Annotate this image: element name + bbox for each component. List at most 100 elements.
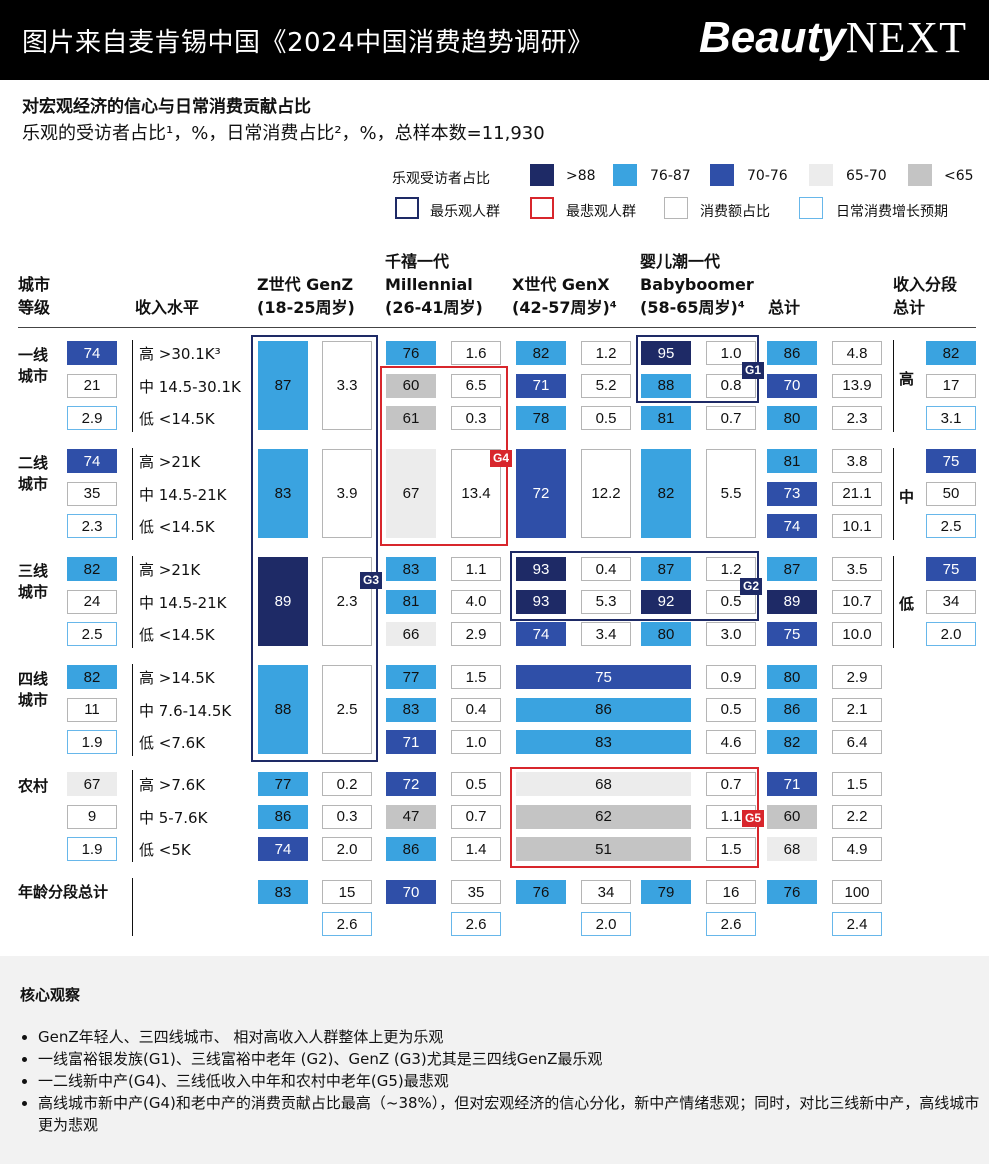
legend-bin-5: <65	[944, 168, 974, 184]
share-cell-millennial: 1.0	[451, 730, 501, 754]
share-cell-millennial: 1.4	[451, 837, 501, 861]
income-mid-separator	[893, 448, 894, 540]
optimism-cell-millennial: 86	[386, 837, 436, 861]
age-total-growth-total: 2.4	[832, 912, 882, 936]
insight-item: 一二线新中产(G4)、三线低收入中年和农村中老年(G5)最悲观	[38, 1070, 988, 1092]
brand-logo: BeautyNEXT	[699, 12, 967, 63]
tier-total-share: 11	[67, 697, 117, 722]
share-cell-millennial: 1.1	[451, 557, 501, 581]
optimism-cell-genz: 77	[258, 772, 308, 796]
income-level-label: 低 <14.5K	[139, 518, 215, 536]
optimism-cell-genx-boomer: 68	[516, 772, 691, 796]
age-total-growth-genx: 2.0	[581, 912, 631, 936]
age-total-optimism-total: 76	[767, 880, 817, 904]
optimism-cell-genz: 89	[258, 557, 308, 646]
age-total-share-millennial: 35	[451, 880, 501, 904]
income-total-mid: 50	[926, 481, 976, 506]
optimism-cell-total: 86	[767, 341, 817, 365]
tier-total-growth: 1.9	[67, 837, 117, 861]
share-cell-total: 2.2	[832, 804, 882, 829]
share-cell-genx-boomer: 1.5	[706, 837, 756, 861]
legend-growth-label: 日常消费增长预期	[836, 204, 948, 220]
share-cell-total: 2.9	[832, 665, 882, 689]
share-cell-boomer: 1.0	[706, 341, 756, 365]
share-cell-total: 10.0	[832, 622, 882, 646]
optimism-cell-millennial: 76	[386, 341, 436, 365]
optimism-cell-total: 75	[767, 622, 817, 646]
legend-swatch-mid	[710, 164, 734, 186]
chart-title: 对宏观经济的信心与日常消费贡献占比	[22, 97, 311, 117]
income-level-label: 中 14.5-21K	[139, 485, 227, 504]
group-g2-tag: G2	[740, 578, 763, 595]
tier-label-3: 三线 城市	[18, 562, 49, 601]
tier-total-optimism: 82	[67, 557, 117, 581]
tier-total-optimism: 82	[67, 665, 117, 689]
age-total-growth-millennial: 2.6	[451, 912, 501, 936]
header-income: 收入水平	[135, 298, 200, 317]
legend-best-box	[395, 197, 419, 219]
age-total-growth-boomer: 2.6	[706, 912, 756, 936]
optimism-cell-total: 81	[767, 449, 817, 473]
optimism-cell-genx-boomer: 75	[516, 665, 691, 689]
age-total-optimism-genx: 76	[516, 880, 566, 904]
income-level-label: 高 >14.5K	[139, 669, 215, 687]
tier-total-share: 21	[67, 373, 117, 398]
optimism-cell-genx-boomer: 86	[516, 697, 691, 722]
age-total-share-genz: 15	[322, 880, 372, 904]
age-total-growth-genz: 2.6	[322, 912, 372, 936]
tier-label-4: 四线 城市	[18, 670, 49, 709]
group-g4-tag: G4	[490, 450, 513, 467]
legend-growth-box	[799, 197, 823, 219]
share-cell-boomer: 0.7	[706, 406, 756, 430]
insight-item: 一线富裕银发族(G1)、三线富裕中老年 (G2)、GenZ (G3)尤其是三四线…	[38, 1048, 988, 1070]
group-g5-tag: G5	[742, 810, 765, 827]
tier-label-5: 农村	[18, 777, 49, 795]
share-cell-millennial: 0.7	[451, 804, 501, 829]
top-banner: 图片来自麦肯锡中国《2024中国消费趋势调研》 BeautyNEXT	[0, 0, 989, 80]
share-cell-genz: 2.0	[322, 837, 372, 861]
share-cell-genx: 5.2	[581, 373, 631, 398]
share-cell-boomer: 3.0	[706, 622, 756, 646]
optimism-cell-total: 80	[767, 665, 817, 689]
legend-best-label: 最乐观人群	[430, 204, 500, 220]
tier-3-separator	[132, 556, 133, 648]
optimism-cell-genx-boomer: 51	[516, 837, 691, 861]
tier-total-optimism: 74	[67, 341, 117, 365]
share-cell-millennial: 0.3	[451, 406, 501, 430]
brand-logo-serif: NEXT	[845, 13, 967, 62]
legend-worst-box	[530, 197, 554, 219]
tier-total-growth: 1.9	[67, 730, 117, 754]
legend-swatch-pale	[809, 164, 833, 186]
income-level-label: 高 >21K	[139, 561, 201, 579]
optimism-cell-genx: 72	[516, 449, 566, 538]
optimism-cell-millennial: 71	[386, 730, 436, 754]
share-cell-genx-boomer: 0.7	[706, 772, 756, 796]
optimism-cell-boomer: 81	[641, 406, 691, 430]
legend-swatch-light	[613, 164, 637, 186]
header-total: 总计	[768, 298, 801, 317]
insight-item: GenZ年轻人、三四线城市、 相对高收入人群整体上更为乐观	[38, 1026, 988, 1048]
share-cell-genx: 1.2	[581, 341, 631, 365]
optimism-cell-millennial: 77	[386, 665, 436, 689]
optimism-cell-total: 71	[767, 772, 817, 796]
share-cell-total: 6.4	[832, 730, 882, 754]
age-total-share-boomer: 16	[706, 880, 756, 904]
group-g2-box	[510, 551, 759, 621]
group-g3-tag: G3	[360, 572, 383, 589]
optimism-cell-total: 89	[767, 589, 817, 614]
tier-total-share: 24	[67, 589, 117, 614]
tier-total-optimism: 74	[67, 449, 117, 473]
share-cell-millennial: 1.6	[451, 341, 501, 365]
optimism-cell-millennial: 66	[386, 622, 436, 646]
group-g5-box	[510, 767, 759, 868]
optimism-cell-boomer: 80	[641, 622, 691, 646]
income-level-label: 低 <14.5K	[139, 410, 215, 428]
tier-total-share: 35	[67, 481, 117, 506]
optimism-cell-total: 73	[767, 481, 817, 506]
optimism-cell-millennial: 72	[386, 772, 436, 796]
share-cell-total: 3.5	[832, 557, 882, 581]
optimism-cell-total: 82	[767, 730, 817, 754]
optimism-cell-total: 68	[767, 837, 817, 861]
legend-swatch-gray	[908, 164, 932, 186]
income-total-high: 17	[926, 373, 976, 398]
